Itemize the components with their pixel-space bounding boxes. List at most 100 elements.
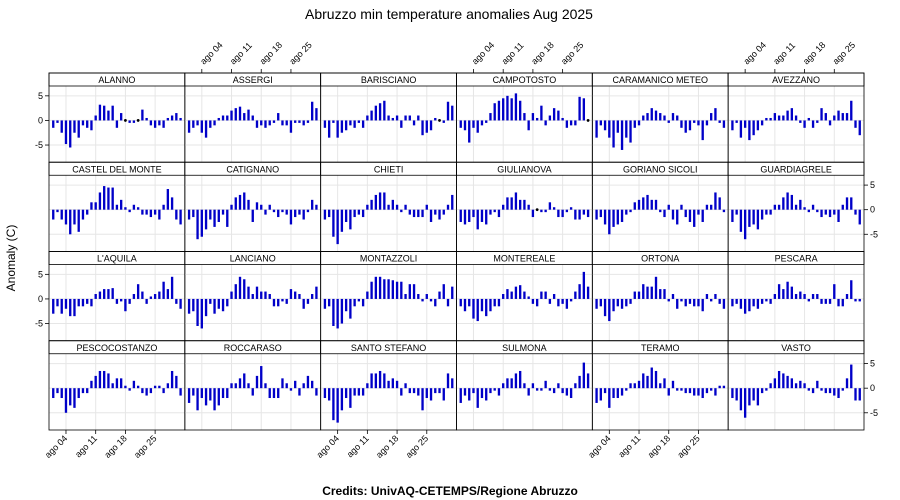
bar-ortona [680,298,683,302]
bar-sulmona [523,383,526,389]
bar-alanno [56,120,59,123]
panel-title-barisciano: BARISCIANO [361,75,417,85]
y-tick-label: 5 [38,91,43,101]
bar-goriano-sicoli [680,204,683,210]
bar-guardiagrele [841,204,844,210]
bar-pescara [743,298,747,314]
bar-teramo [646,375,649,389]
bar-montazzoli [327,298,331,307]
bar-guardiagrele [790,194,794,210]
bar-alanno [64,120,68,145]
bar-montazzoli [361,298,365,307]
bar-teramo [714,388,717,396]
bar-goriano-sicoli [663,209,666,218]
bar-barisciano [361,120,365,128]
bar-vasto [790,378,794,389]
bar-alanno [52,120,55,128]
bar-avezzano [799,120,802,123]
bar-caramanico-meteo [650,108,653,121]
bar-pescara [807,298,810,302]
bar-castel-del-monte [166,189,170,210]
bar-guardiagrele [837,209,840,222]
bar-goriano-sicoli [710,204,713,210]
bar-teramo [595,388,598,403]
panel-title-montereale: MONTEREALE [493,254,555,264]
bar-sulmona [544,380,547,389]
bar-roccaraso [204,388,208,406]
bar-alanno [77,120,80,138]
x-tick-label: ago 25 [559,40,586,67]
bar-pescara [731,298,734,307]
bar-assergi [238,106,242,121]
bar-lanciano [243,279,246,299]
bar-chieti [336,209,339,245]
bar-campotosto [480,120,484,126]
bar-avezzano [765,117,768,121]
panel-title-assergi: ASSERGI [233,75,273,85]
bar-chieti [332,209,335,237]
zero-point-campotosto [586,119,590,122]
bar-guardiagrele [807,209,810,213]
bar-castel-del-monte [132,204,136,210]
bar-barisciano [451,105,454,121]
bar-vasto [816,380,819,389]
bar-catignano [221,209,225,215]
bar-sulmona [463,388,467,396]
bar-caramanico-meteo [718,120,721,123]
bar-montazzoli [412,284,416,299]
bar-assergi [302,120,305,126]
bar-assergi [247,109,250,121]
bar-chieti [412,209,416,218]
y-tick-label: 5 [870,180,875,190]
bar-vasto [786,375,789,389]
bar-l-aquila [149,296,153,299]
bar-chieti [370,199,373,210]
bar-pescocostanzo [115,378,119,389]
x-tick-label: ago 25 [675,433,702,460]
bar-roccaraso [230,383,233,389]
bar-alanno [170,115,174,121]
bar-roccaraso [217,388,220,406]
bar-alanno [153,120,157,128]
bar-chieti [425,204,428,210]
bar-santo-stefano [327,388,331,401]
bar-santo-stefano [323,388,327,399]
bar-l-aquila [141,291,144,299]
x-tick-label: ago 11 [500,40,526,66]
bar-teramo [603,388,607,394]
bar-avezzano [769,117,772,121]
bar-guardiagrele [816,209,819,213]
bar-lanciano [221,298,225,312]
bar-santo-stefano [412,388,416,394]
bar-teramo [667,388,670,396]
bar-avezzano [850,100,853,121]
bar-assergi [311,101,314,121]
bar-montazzoli [408,284,411,299]
bar-pescara [735,298,738,304]
bar-goriano-sicoli [714,192,717,210]
bar-catignano [238,194,242,210]
bar-alanno [73,120,76,133]
bar-santo-stefano [417,388,420,396]
bar-vasto [782,373,785,389]
bar-caramanico-meteo [701,120,704,141]
bar-teramo [693,388,696,396]
x-tick-label: ago 25 [287,40,314,67]
bar-roccaraso [200,388,203,399]
bar-l-aquila [158,291,161,299]
bar-vasto [854,388,857,401]
bar-catignano [277,209,280,218]
bar-goriano-sicoli [650,199,653,210]
bar-montazzoli [391,280,394,299]
bar-barisciano [383,100,386,121]
bar-montazzoli [425,294,428,299]
bar-pescocostanzo [94,375,97,389]
bar-chieti [327,209,331,218]
bar-chieti [383,192,386,210]
bar-l-aquila [145,298,148,304]
bar-goriano-sicoli [684,209,687,218]
bar-roccaraso [238,378,242,389]
bar-avezzano [782,115,785,121]
bar-lanciano [315,286,318,299]
